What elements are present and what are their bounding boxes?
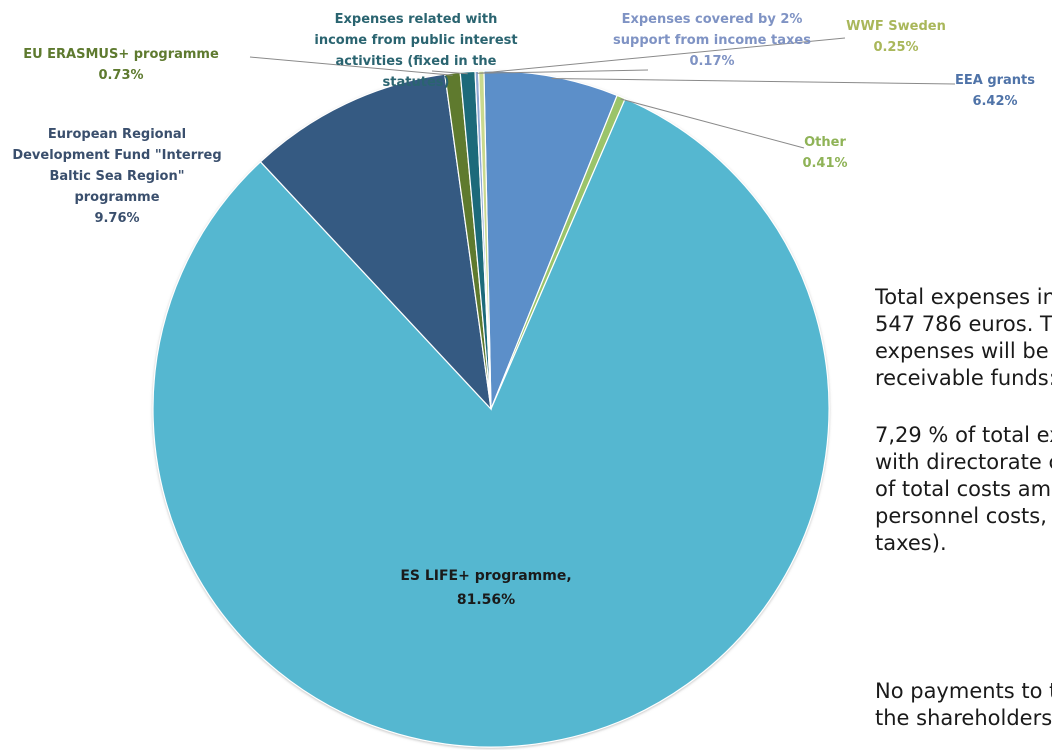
payments-line: No payments to the members of <box>875 678 1052 705</box>
slice-label-eea: EEA grants 6.42% <box>955 73 1035 109</box>
slice-label-erdf: European Regional Development Fund "Inter… <box>12 127 221 226</box>
slice-label-tax2: Expenses covered by 2% support from incom… <box>613 12 811 69</box>
summary-text: Total expenses in 2018 amounted to 547 7… <box>875 284 1052 392</box>
directorate-line: taxes). <box>875 530 1052 557</box>
leader-line-0 <box>551 79 955 85</box>
summary-line: Total expenses in 2018 amounted to <box>875 284 1052 311</box>
directorate-line: with directorate costs (4,55 % <box>875 449 1052 476</box>
slice-label-other: Other 0.41% <box>802 135 847 171</box>
directorate-line: 7,29 % of total expenses are related <box>875 422 1052 449</box>
directorate-costs-text: 7,29 % of total expenses are related wit… <box>875 422 1052 557</box>
slice-label-erasmus: EU ERASMUS+ programme 0.73% <box>23 47 219 83</box>
summary-line: 547 786 euros. The following <box>875 311 1052 338</box>
directorate-line: of total costs amount to <box>875 476 1052 503</box>
summary-line: expenses will be covered by <box>875 338 1052 365</box>
payments-text: No payments to the members of the shareh… <box>875 678 1052 732</box>
slice-label-wwf: WWF Sweden 0.25% <box>846 19 946 55</box>
payments-line: the shareholders <box>875 705 1052 732</box>
directorate-line: personnel costs, including <box>875 503 1052 530</box>
summary-line: receivable funds: <box>875 365 1052 392</box>
